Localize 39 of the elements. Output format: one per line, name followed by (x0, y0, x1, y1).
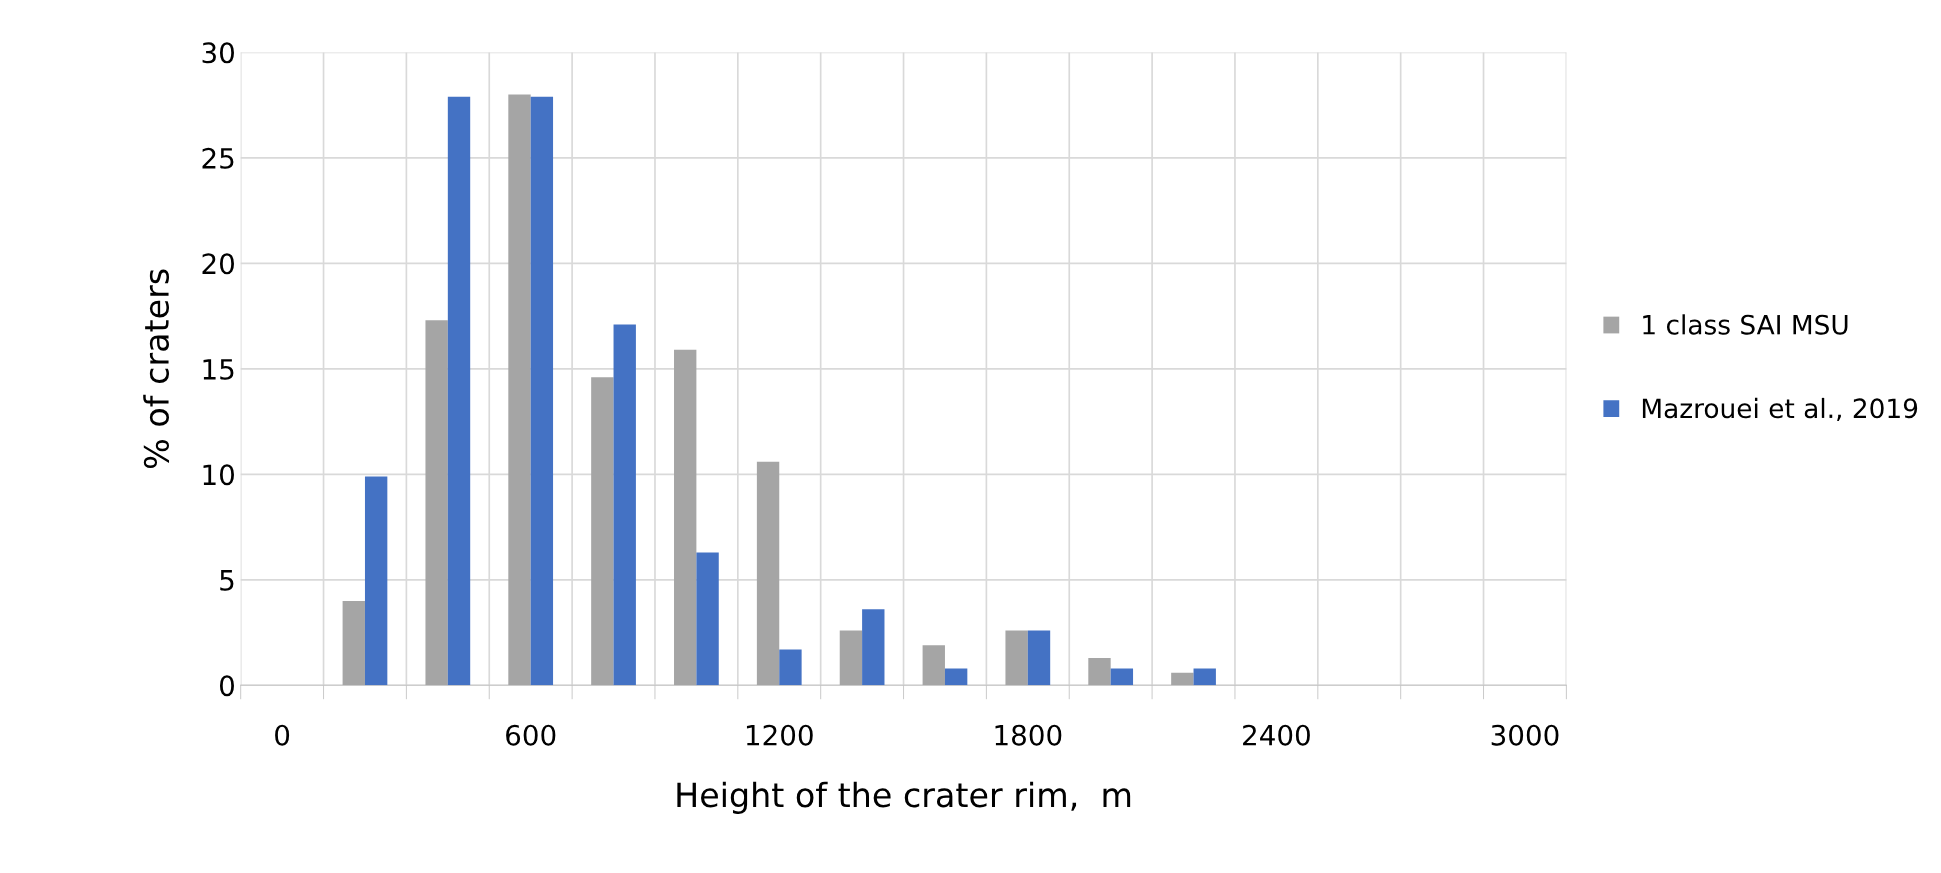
bar (922, 645, 945, 686)
bar (756, 461, 780, 686)
bar (674, 349, 697, 686)
x-tick-label: 2400 (1243, 724, 1310, 746)
x-tick-label: 1800 (995, 724, 1062, 746)
bar (447, 96, 471, 686)
bar (613, 324, 636, 686)
bar (1193, 668, 1216, 686)
bar (342, 600, 365, 686)
bar (1005, 630, 1028, 686)
y-tick-label: 15 (203, 359, 234, 380)
bar (591, 377, 614, 686)
bar (779, 649, 802, 686)
bar (839, 630, 863, 686)
y-axis-title: % of craters (143, 269, 170, 469)
bar (1171, 672, 1194, 686)
bar (364, 476, 388, 686)
x-axis-title: Height of the crater rim, m (677, 781, 1131, 814)
bar (1088, 657, 1111, 686)
bar (696, 552, 719, 686)
x-tick-label: 600 (506, 724, 556, 746)
bar (1027, 630, 1051, 686)
bar (530, 96, 554, 686)
y-tick-label: 30 (202, 42, 234, 64)
y-tick-label: 5 (220, 570, 234, 591)
y-tick-label: 0 (219, 675, 234, 697)
bar (508, 94, 531, 686)
x-tick-label: 0 (275, 724, 290, 746)
y-tick-label: 20 (202, 253, 234, 275)
bar (1110, 668, 1134, 686)
x-tick-label: 3000 (1491, 724, 1559, 746)
bar (944, 668, 968, 686)
x-tick-label: 1200 (746, 724, 813, 746)
bar (425, 320, 448, 686)
legend-label: Mazrouei et al., 2019 (1642, 397, 1918, 421)
y-tick-label: 25 (202, 147, 234, 169)
legend-label: 1 class SAI MSU (1643, 314, 1848, 335)
bar (862, 609, 885, 686)
y-tick-label: 10 (203, 464, 234, 486)
